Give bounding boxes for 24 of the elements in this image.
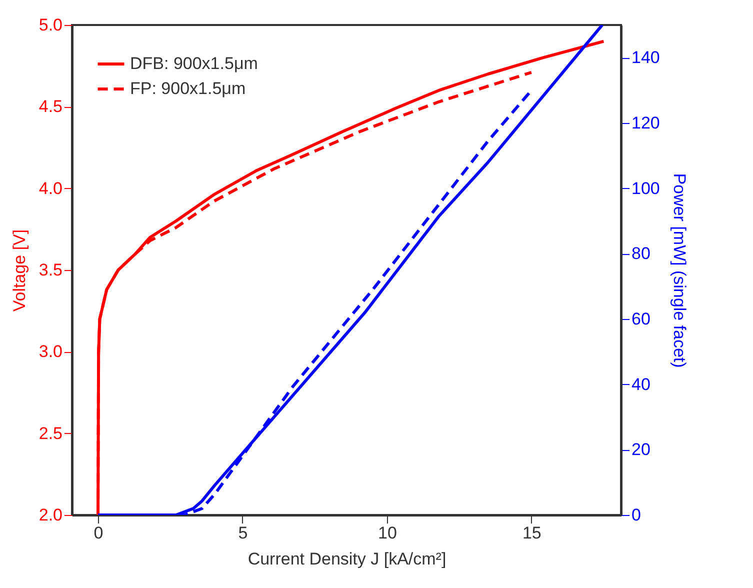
y-axis-title: Voltage [V] bbox=[10, 229, 29, 312]
y-tick-label: 3.0 bbox=[38, 342, 62, 362]
y-tick-label: 4.0 bbox=[38, 178, 62, 198]
y-tick-label: 2.5 bbox=[38, 424, 62, 443]
y2-tick-label: 20 bbox=[632, 440, 650, 460]
y-tick-label: 5.0 bbox=[38, 16, 62, 34]
x-tick-label: 5 bbox=[238, 524, 248, 542]
x-axis-title: Current Density J [kA/cm²] bbox=[248, 550, 446, 568]
x-tick-label: 10 bbox=[378, 524, 397, 542]
y-tick-label: 4.5 bbox=[38, 97, 62, 116]
y2-tick-label: 40 bbox=[632, 374, 650, 394]
x-tick-label: 0 bbox=[94, 524, 104, 542]
y2-tick-label: 120 bbox=[632, 114, 660, 132]
x-tick-label: 15 bbox=[522, 524, 542, 542]
y2-axis-title: Power [mW] (single facet) bbox=[670, 173, 689, 368]
y-tick-label: 2.0 bbox=[38, 506, 62, 524]
y2-tick-label: 0 bbox=[632, 506, 641, 524]
legend-label: FP: 900x1.5μm bbox=[130, 79, 246, 98]
y2-tick-label: 140 bbox=[632, 48, 660, 68]
y2-tick-label: 100 bbox=[632, 178, 660, 198]
legend-label: DFB: 900x1.5μm bbox=[130, 54, 258, 73]
y2-tick-label: 60 bbox=[632, 310, 650, 328]
y2-tick-label: 80 bbox=[632, 244, 650, 264]
y-tick-label: 3.5 bbox=[38, 260, 62, 280]
